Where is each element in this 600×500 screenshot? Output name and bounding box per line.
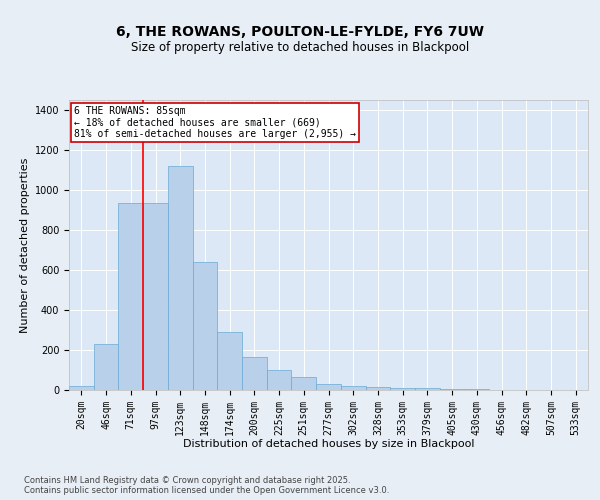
Bar [193,262,217,390]
Text: Size of property relative to detached houses in Blackpool: Size of property relative to detached ho… [131,41,469,54]
Bar [118,203,143,390]
Bar [69,386,94,390]
Bar [292,377,316,390]
Y-axis label: Number of detached properties: Number of detached properties [20,158,31,332]
Bar [217,332,242,390]
Text: Contains HM Land Registry data © Crown copyright and database right 2025.
Contai: Contains HM Land Registry data © Crown c… [24,476,389,495]
Bar [365,387,390,390]
Bar [94,344,118,390]
X-axis label: Distribution of detached houses by size in Blackpool: Distribution of detached houses by size … [183,439,474,449]
Bar [143,203,168,390]
Bar [242,357,267,390]
Bar [341,386,365,390]
Text: 6, THE ROWANS, POULTON-LE-FYLDE, FY6 7UW: 6, THE ROWANS, POULTON-LE-FYLDE, FY6 7UW [116,26,484,40]
Bar [168,166,193,390]
Bar [440,389,464,390]
Bar [390,388,415,390]
Text: 6 THE ROWANS: 85sqm
← 18% of detached houses are smaller (669)
81% of semi-detac: 6 THE ROWANS: 85sqm ← 18% of detached ho… [74,106,356,139]
Bar [267,370,292,390]
Bar [316,384,341,390]
Bar [415,388,440,390]
